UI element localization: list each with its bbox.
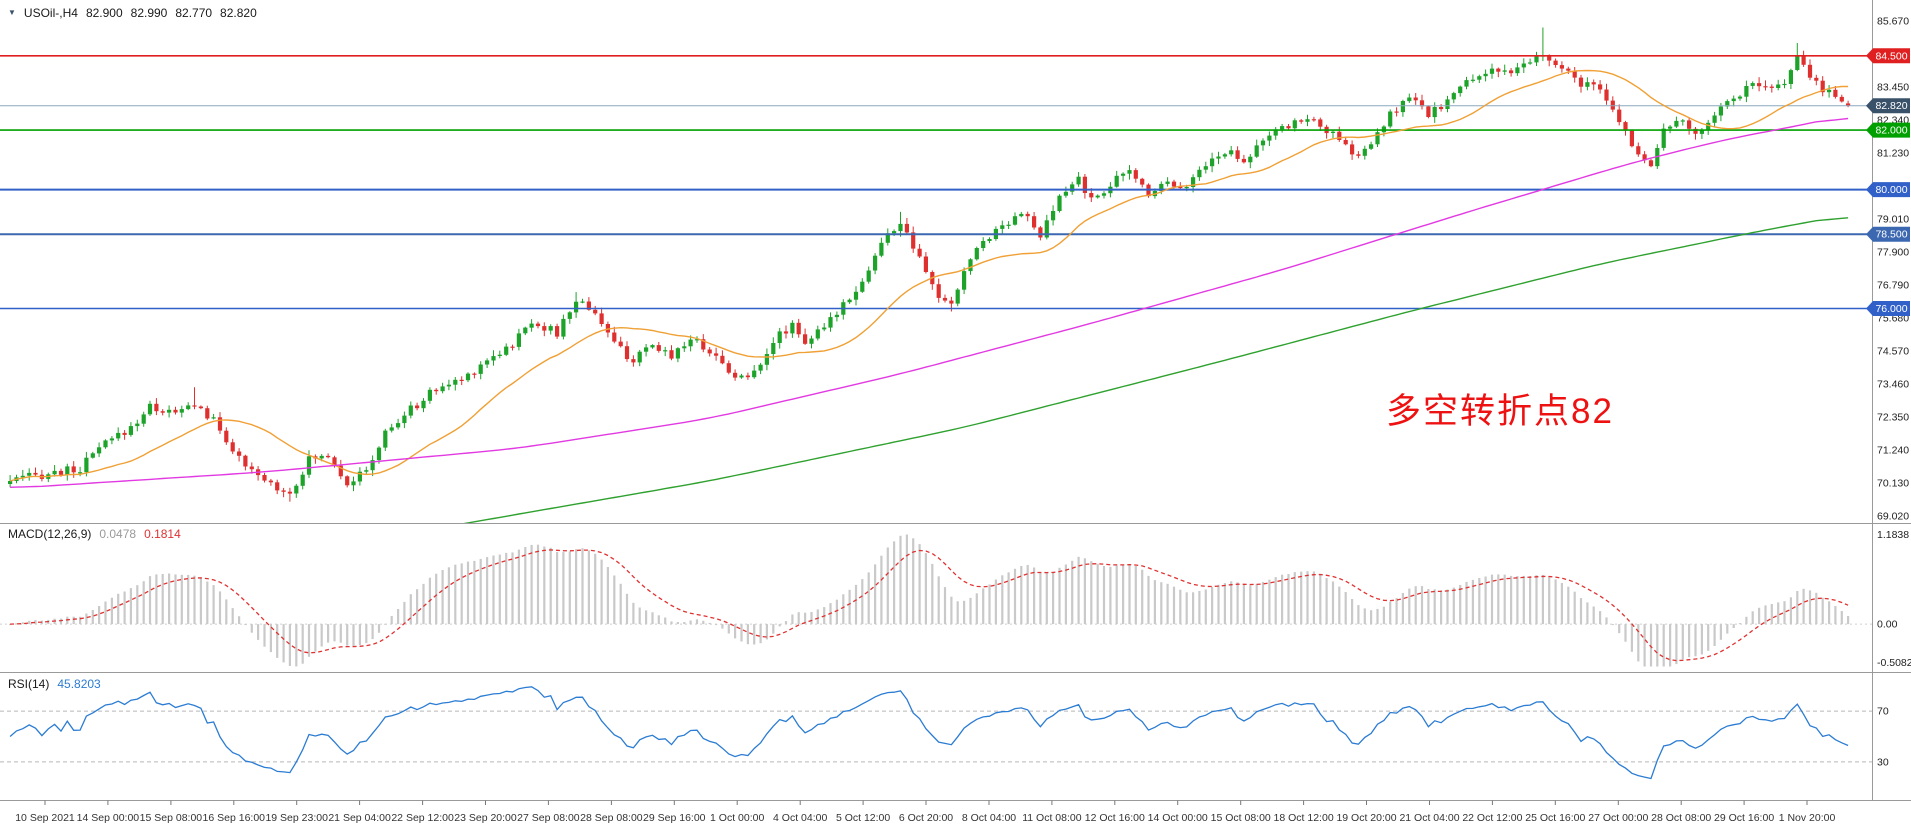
svg-text:84.500: 84.500 (1875, 50, 1907, 62)
time-label: 4 Oct 04:00 (773, 812, 827, 824)
svg-text:82.820: 82.820 (1875, 100, 1907, 112)
macd-main-value: 0.0478 (99, 527, 137, 541)
macd-scale-label: 1.1838 (1877, 529, 1909, 541)
time-label: 15 Oct 08:00 (1211, 812, 1271, 824)
time-label: 6 Oct 20:00 (899, 812, 953, 824)
chart-header: ▼ USOil-,H4 82.900 82.990 82.770 82.820 (8, 6, 257, 20)
main-chart-plot[interactable] (0, 0, 1872, 523)
time-label: 25 Oct 16:00 (1525, 812, 1585, 824)
price-badge-82.820: 82.820 (1866, 98, 1910, 114)
time-label: 21 Oct 04:00 (1399, 812, 1459, 824)
rsi-value: 45.8203 (57, 677, 101, 691)
time-label: 14 Oct 00:00 (1148, 812, 1208, 824)
ma-fast-line (9, 69, 1849, 482)
time-label: 11 Oct 08:00 (1022, 812, 1082, 824)
candlestick-series (8, 27, 1851, 502)
time-label: 8 Oct 04:00 (962, 812, 1016, 824)
rsi-plot[interactable] (0, 673, 1872, 800)
rsi-scale-label: 70 (1877, 706, 1889, 718)
chart-annotation[interactable]: 多空转折点82 (1386, 392, 1614, 431)
macd-scale-label: -0.5082 (1877, 657, 1911, 669)
macd-plot[interactable] (0, 524, 1872, 672)
price-badge-78.500: 78.500 (1866, 226, 1910, 242)
time-label: 28 Oct 08:00 (1651, 812, 1711, 824)
time-label: 12 Oct 16:00 (1085, 812, 1145, 824)
price-tick-label: 76.790 (1877, 280, 1909, 292)
time-label: 23 Sep 20:00 (454, 812, 517, 824)
ohlc-close: 82.820 (220, 6, 257, 20)
price-badge-76.000: 76.000 (1866, 301, 1910, 316)
macd-name: MACD(12,26,9) (8, 527, 92, 541)
svg-text:76.000: 76.000 (1875, 303, 1907, 315)
ohlc-low: 82.770 (175, 6, 213, 20)
svg-text:78.500: 78.500 (1875, 229, 1907, 241)
price-tick-label: 85.670 (1877, 16, 1909, 28)
price-tick-label: 79.010 (1877, 214, 1909, 226)
price-tick-label: 73.460 (1877, 379, 1909, 391)
time-label: 27 Oct 00:00 (1588, 812, 1648, 824)
time-label: 21 Sep 04:00 (328, 812, 391, 824)
macd-signal-value: 0.1814 (144, 527, 181, 541)
svg-text:80.000: 80.000 (1875, 184, 1907, 196)
time-label: 15 Sep 08:00 (140, 812, 203, 824)
rsi-scale-label: 30 (1877, 756, 1889, 768)
rsi-label: RSI(14) 45.8203 (8, 677, 101, 691)
time-label: 19 Sep 23:00 (265, 812, 328, 824)
price-badge-80.000: 80.000 (1866, 182, 1910, 198)
time-label: 1 Oct 00:00 (710, 812, 764, 824)
price-tick-label: 71.240 (1877, 445, 1909, 457)
price-tick-label: 70.130 (1877, 478, 1909, 490)
macd-label: MACD(12,26,9) 0.0478 0.1814 (8, 527, 181, 541)
svg-text:82.000: 82.000 (1875, 125, 1907, 137)
symbol-marker-icon: ▼ (8, 8, 16, 17)
price-badge-84.500: 84.500 (1866, 48, 1910, 64)
price-tick-label: 69.020 (1877, 511, 1909, 523)
time-label: 28 Sep 08:00 (580, 812, 643, 824)
time-label: 27 Sep 08:00 (517, 812, 580, 824)
rsi-line (9, 686, 1849, 780)
price-tick-label: 83.450 (1877, 82, 1909, 94)
price-tick-label: 77.900 (1877, 247, 1909, 259)
time-label: 22 Sep 12:00 (391, 812, 454, 824)
time-label: 22 Oct 12:00 (1462, 812, 1522, 824)
time-label: 29 Oct 16:00 (1714, 812, 1774, 824)
time-label: 18 Oct 12:00 (1274, 812, 1334, 824)
macd-series (0, 534, 1872, 667)
symbol-period: USOil-,H4 (23, 6, 78, 20)
price-tick-label: 72.350 (1877, 412, 1909, 424)
price-tick-label: 74.570 (1877, 346, 1909, 358)
rsi-name: RSI(14) (8, 677, 50, 691)
ma-medium-line (10, 117, 1849, 488)
price-badge-82.000: 82.000 (1866, 122, 1910, 138)
macd-scale-label: 0.00 (1877, 619, 1898, 631)
ohlc-high: 82.990 (130, 6, 168, 20)
time-label: 29 Sep 16:00 (643, 812, 706, 824)
time-label: 1 Nov 20:00 (1779, 812, 1836, 824)
time-label: 16 Sep 16:00 (203, 812, 266, 824)
time-label: 19 Oct 20:00 (1336, 812, 1396, 824)
time-label: 10 Sep 2021 (15, 812, 75, 824)
ohlc-open: 82.900 (85, 6, 123, 20)
price-tick-label: 81.230 (1877, 148, 1909, 160)
ma-slow-line (463, 217, 1849, 523)
time-label: 14 Sep 00:00 (77, 812, 140, 824)
time-label: 5 Oct 12:00 (836, 812, 890, 824)
